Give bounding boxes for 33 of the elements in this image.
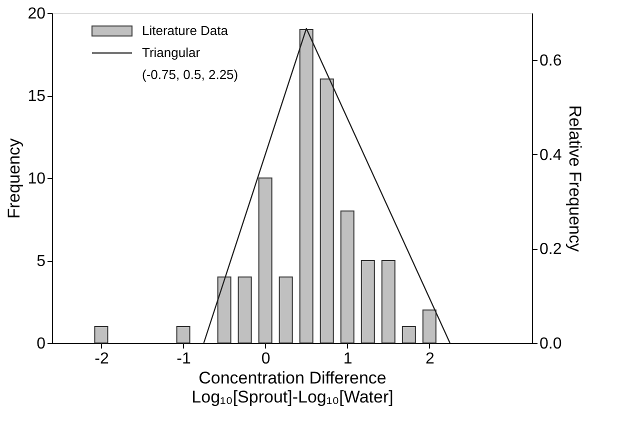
bar [360,260,375,344]
bar [422,310,436,344]
y-tick-label: 0 [36,336,46,352]
bar [94,326,108,344]
y2-tick-label: 0.4 [540,146,562,164]
y2-axis-title: Relative Frequency [566,105,585,252]
bar [258,178,272,344]
legend-label: Triangular [142,45,201,60]
bar [278,276,293,344]
y-axis-title: Frequency [4,138,24,219]
bar [217,276,232,344]
bar [238,276,252,344]
x-tick-label: 1 [343,350,352,368]
x-axis-title: Concentration Difference Log₁₀[Sprout]-Log₁₀[Water] [192,368,394,406]
bar [340,210,354,344]
y2-tick-label: 0.2 [540,241,562,258]
x-tick-label: 0 [261,350,270,368]
y-tick-label: 15 [28,88,46,105]
x-tick-label: -1 [176,350,191,368]
y-tick-label: 10 [28,170,46,188]
bar [299,29,314,344]
y-tick-label: 20 [28,6,46,22]
annotation: (-0.75, 0.5, 2.25) [142,67,238,82]
bar [320,78,334,344]
bar [402,326,416,344]
bar [381,260,396,344]
y2-tick-label: 0.6 [540,52,562,70]
x-tick-label: 2 [425,350,434,368]
bar [176,326,190,344]
x-tick-label: -2 [94,350,109,368]
y-tick-label: 5 [36,253,46,270]
legend-label: Literature Data [142,23,229,38]
y2-tick-label: 0.0 [540,336,562,352]
